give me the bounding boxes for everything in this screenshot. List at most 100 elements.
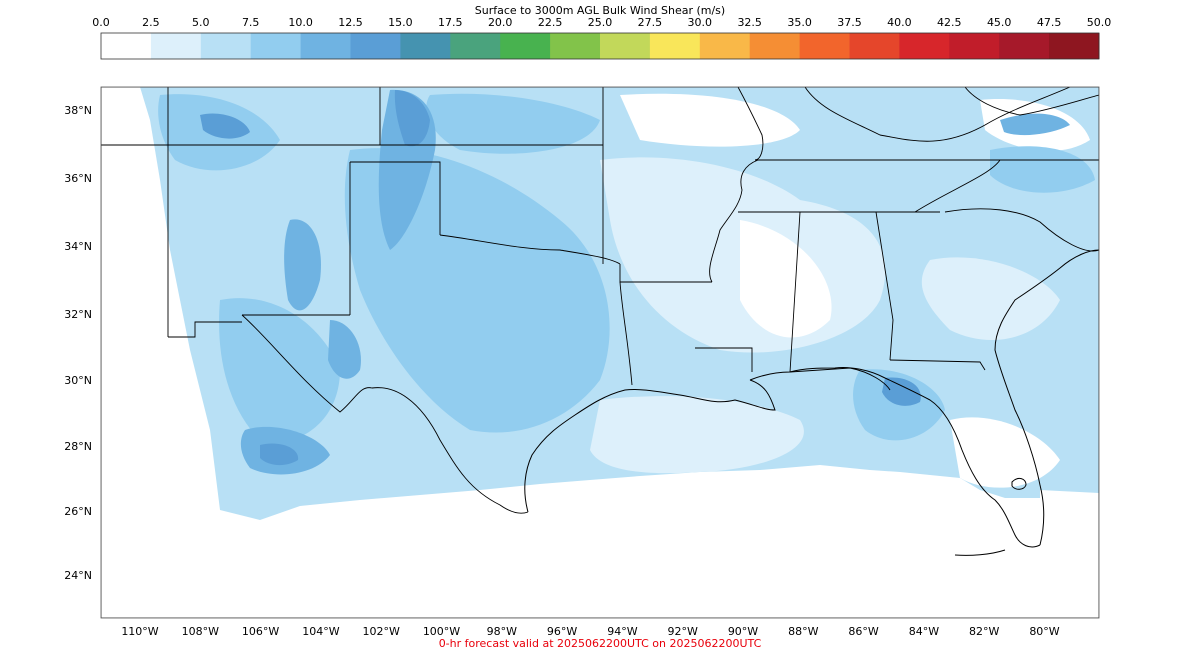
map-panel <box>101 87 1099 618</box>
field-dark-zone-ky <box>1000 113 1070 136</box>
longitude-label: 108°W <box>182 625 219 638</box>
border-ky-northwest <box>737 87 764 161</box>
colorbar-segment <box>749 33 801 59</box>
longitude-label: 82°W <box>969 625 999 638</box>
political-borders <box>101 87 1099 514</box>
field-dark-zone-gulf-east <box>882 377 921 406</box>
border-wv-va <box>964 87 1099 116</box>
chart-title: Surface to 3000m AGL Bulk Wind Shear (m/… <box>475 4 725 17</box>
colorbar-tick-label: 10.0 <box>288 16 313 29</box>
colorbar-border <box>100 32 1100 60</box>
longitude-labels: 110°W 108°W 106°W 104°W 102°W 100°W 98°W 96°W 94… <box>121 625 1059 638</box>
longitude-label: 110°W <box>121 625 158 638</box>
colorbar-tick-label: 15.0 <box>388 16 413 29</box>
latitude-label: 26°N <box>64 505 92 518</box>
colorbar-segment <box>899 33 950 59</box>
border-nm-chihuahua <box>168 321 242 338</box>
field-light-zone-north <box>620 93 800 147</box>
border-ok-panhandle <box>350 161 441 235</box>
border-tx-la <box>619 281 633 386</box>
colorbar-tick-label: 17.5 <box>438 16 463 29</box>
latitude-label: 30°N <box>64 374 92 387</box>
colorbar-segment <box>649 33 701 59</box>
field-medium-zone-kentucky <box>990 146 1095 193</box>
coast-florida-west <box>884 377 1041 548</box>
coastlines <box>524 249 1099 556</box>
latitude-label: 36°N <box>64 172 92 185</box>
colorbar-tick-label: 32.5 <box>737 16 762 29</box>
border-mississippi <box>709 159 759 283</box>
colorbar-segment <box>699 33 751 59</box>
colorbar-tick-labels: 0.0 2.5 5.0 7.5 10.0 12.5 15.0 17.5 20.0 22.5 25.0… <box>92 16 1111 29</box>
border-ga-fl <box>889 359 986 371</box>
field-dark-zone-colorado-core <box>394 90 430 147</box>
latitude-labels: 38°N 36°N 34°N 32°N 30°N 28°N 26°N 24°N <box>64 104 92 582</box>
colorbar-tick-label: 35.0 <box>787 16 812 29</box>
field-light-zone-gulf <box>590 396 804 474</box>
border-ga-sc <box>944 208 1099 252</box>
latitude-label: 34°N <box>64 240 92 253</box>
colorbar-segment <box>200 33 252 59</box>
colorbar-tick-label: 22.5 <box>538 16 563 29</box>
forecast-valid-footer: 0-hr forecast valid at 2025062200UTC on … <box>439 637 762 650</box>
field-light-zone-southeast <box>740 220 832 338</box>
colorbar-segment <box>1049 33 1100 59</box>
colorbar-tick-label: 27.5 <box>638 16 663 29</box>
colorbar-tick-label: 25.0 <box>588 16 613 29</box>
colorbar-segment <box>350 33 401 59</box>
longitude-label: 96°W <box>547 625 577 638</box>
field-medium-zone-trans-pecos <box>219 298 340 442</box>
border-ohio-river <box>804 87 1071 142</box>
colorbar-segment <box>500 33 551 59</box>
longitude-label: 92°W <box>668 625 698 638</box>
field-dark-zone-southwest <box>260 443 299 466</box>
colorbar-segment <box>150 33 202 59</box>
border-rio-grande <box>241 314 529 514</box>
longitude-label: 104°W <box>302 625 339 638</box>
latitude-label: 24°N <box>64 569 92 582</box>
colorbar-tick-label: 2.5 <box>142 16 160 29</box>
field-dark-zone-nm <box>284 219 321 311</box>
coast-florida-east <box>994 249 1099 546</box>
longitude-label: 106°W <box>242 625 279 638</box>
field-light-zone-florida <box>950 417 1060 488</box>
colorbar-tick-label: 0.0 <box>92 16 110 29</box>
border-ms-al <box>789 211 801 373</box>
longitude-label: 100°W <box>423 625 460 638</box>
border-red-river <box>439 234 621 265</box>
field-light-zone-georgia <box>921 257 1060 340</box>
colorbar <box>100 32 1100 60</box>
colorbar-tick-label: 45.0 <box>987 16 1012 29</box>
border-ms-la <box>695 347 753 372</box>
latitude-label: 32°N <box>64 308 92 321</box>
colorbar-segment <box>550 33 601 59</box>
colorbar-tick-label: 37.5 <box>837 16 862 29</box>
coast-keys <box>954 549 1006 556</box>
longitude-label: 98°W <box>487 625 517 638</box>
colorbar-tick-label: 7.5 <box>242 16 260 29</box>
colorbar-tick-label: 12.5 <box>338 16 363 29</box>
colorbar-segment <box>101 33 152 59</box>
latitude-label: 28°N <box>64 440 92 453</box>
longitude-label: 84°W <box>909 625 939 638</box>
colorbar-tick-label: 47.5 <box>1037 16 1062 29</box>
latitude-label: 38°N <box>64 104 92 117</box>
colorbar-segment <box>450 33 501 59</box>
colorbar-tick-label: 42.5 <box>937 16 962 29</box>
longitude-label: 102°W <box>363 625 400 638</box>
longitude-label: 80°W <box>1029 625 1059 638</box>
colorbar-segment <box>849 33 900 59</box>
colorbar-segment <box>799 33 850 59</box>
colorbar-tick-label: 5.0 <box>192 16 210 29</box>
field-dark-zone-bend <box>328 320 361 379</box>
wind-shear-field <box>101 87 1099 520</box>
field-dark-zone-northwest <box>200 113 250 139</box>
colorbar-segment <box>400 33 451 59</box>
map-border <box>100 86 1100 619</box>
colorbar-tick-label: 40.0 <box>887 16 912 29</box>
coast-louisiana <box>749 367 886 381</box>
field-medium-zone-kansas <box>426 93 600 154</box>
longitude-label: 88°W <box>788 625 818 638</box>
longitude-label: 86°W <box>848 625 878 638</box>
colorbar-segment <box>250 33 302 59</box>
